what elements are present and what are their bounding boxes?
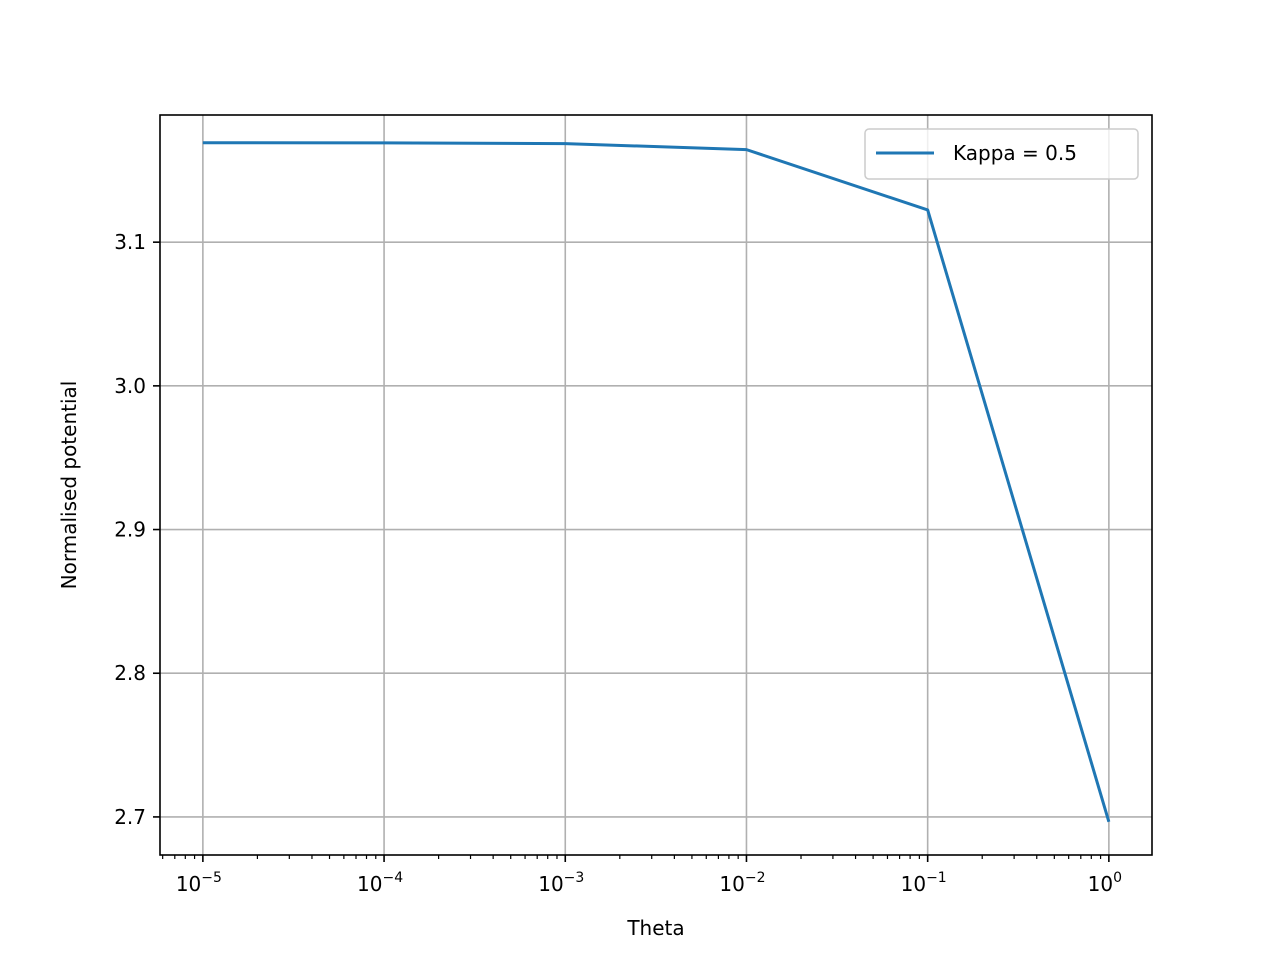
plot-frame xyxy=(159,114,1153,856)
y-tick-label: 3.0 xyxy=(114,374,146,398)
y-axis-label: Normalised potential xyxy=(57,381,81,590)
series-layer xyxy=(202,141,1111,823)
x-tick-label: 10−5 xyxy=(176,870,222,896)
x-tick-label: 10−1 xyxy=(901,870,947,896)
x-tick-label: 100 xyxy=(1088,870,1122,896)
y-axis: 2.7 2.8 2.9 3.0 3.1 xyxy=(114,230,160,829)
x-axis-label: Theta xyxy=(626,916,684,940)
legend-box xyxy=(864,128,1139,180)
y-tick-label: 2.9 xyxy=(114,518,146,542)
legend-label: Kappa = 0.5 xyxy=(953,141,1077,165)
series-line xyxy=(202,141,1111,823)
x-tick-label: 10−2 xyxy=(719,870,765,896)
x-tick-label: 10−4 xyxy=(357,870,403,896)
y-tick-label: 2.7 xyxy=(114,805,146,829)
y-tick-label: 3.1 xyxy=(114,230,146,254)
y-tick-label: 2.8 xyxy=(114,661,146,685)
x-tick-label: 10−3 xyxy=(538,870,584,896)
x-axis: 10−5 10−4 10−3 10−2 10−1 100 xyxy=(162,855,1122,896)
grid xyxy=(160,115,1152,855)
legend: Kappa = 0.5 xyxy=(864,128,1139,180)
